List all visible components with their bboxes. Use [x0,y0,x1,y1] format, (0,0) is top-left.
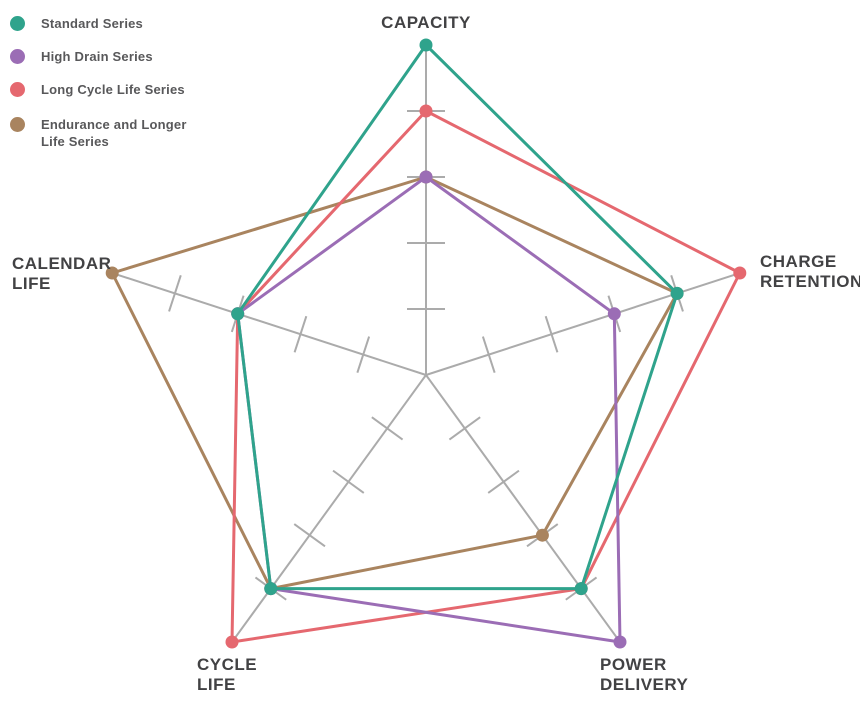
legend-label-endurance-series: Endurance and Longer Life Series [41,116,187,149]
tick-cycle-life-ring-1 [371,416,404,441]
tick-cycle-life-ring-3 [293,523,326,548]
legend-item-long-cycle-life-series: Long Cycle Life Series [10,81,185,98]
tick-charge-retention-ring-1 [481,336,496,373]
series-polygon-endurance-and-longer-life-series [110,175,679,591]
tick-calendar-life-ring-2 [293,315,308,353]
axis-label-power-delivery: POWER DELIVERY [600,655,689,694]
data-point-power-delivery [574,582,588,596]
legend-label-standard-series: Standard Series [41,16,143,31]
axis-line-cycle-life [231,374,427,643]
series-polygon-standard-series [236,43,679,591]
legend-label-long-cycle-life-series: Long Cycle Life Series [41,82,185,97]
data-point-charge-retention [733,266,747,280]
data-point-capacity [419,170,433,184]
data-point-calendar-life [105,266,119,280]
data-point-power-delivery [535,528,549,542]
tick-charge-retention-ring-2 [544,315,559,353]
tick-calendar-life-ring-4 [168,275,182,312]
legend-dot-endurance-series [10,116,25,132]
data-point-calendar-life [231,307,245,321]
tick-power-delivery-ring-1 [448,416,481,441]
tick-calendar-life-ring-1 [356,336,371,373]
series-polygon-high-drain-series [236,175,622,644]
data-point-cycle-life [264,582,278,596]
legend-dot-standard-series [10,16,25,31]
axis-line-calendar-life [111,272,427,376]
series-polygon-long-cycle-life-series [230,109,742,644]
legend-dot-high-drain-series [10,48,25,64]
axis-line-power-delivery [425,374,621,643]
axis-label-calendar-life: CALENDAR LIFE [12,254,112,293]
data-point-capacity [419,38,433,52]
data-point-power-delivery [613,635,627,649]
legend-item-standard-series: Standard Series [10,15,143,32]
legend-item-high-drain-series: High Drain Series [10,48,153,65]
tick-cycle-life-ring-2 [332,469,365,494]
axis-label-cycle-life: CYCLE LIFE [197,655,258,694]
axis-line-charge-retention [425,272,741,376]
axis-label-capacity: CAPACITY [381,13,471,32]
data-point-capacity [419,104,433,118]
legend-item-endurance-series: Endurance and Longer Life Series [10,116,187,150]
data-point-cycle-life [225,635,239,649]
tick-power-delivery-ring-2 [487,469,520,494]
axis-label-charge-retention: CHARGE RETENTION [760,252,860,291]
legend-dot-long-cycle-life-series [10,82,25,97]
legend-label-high-drain-series: High Drain Series [41,48,153,64]
data-point-charge-retention [670,286,684,300]
data-point-charge-retention [607,307,621,321]
